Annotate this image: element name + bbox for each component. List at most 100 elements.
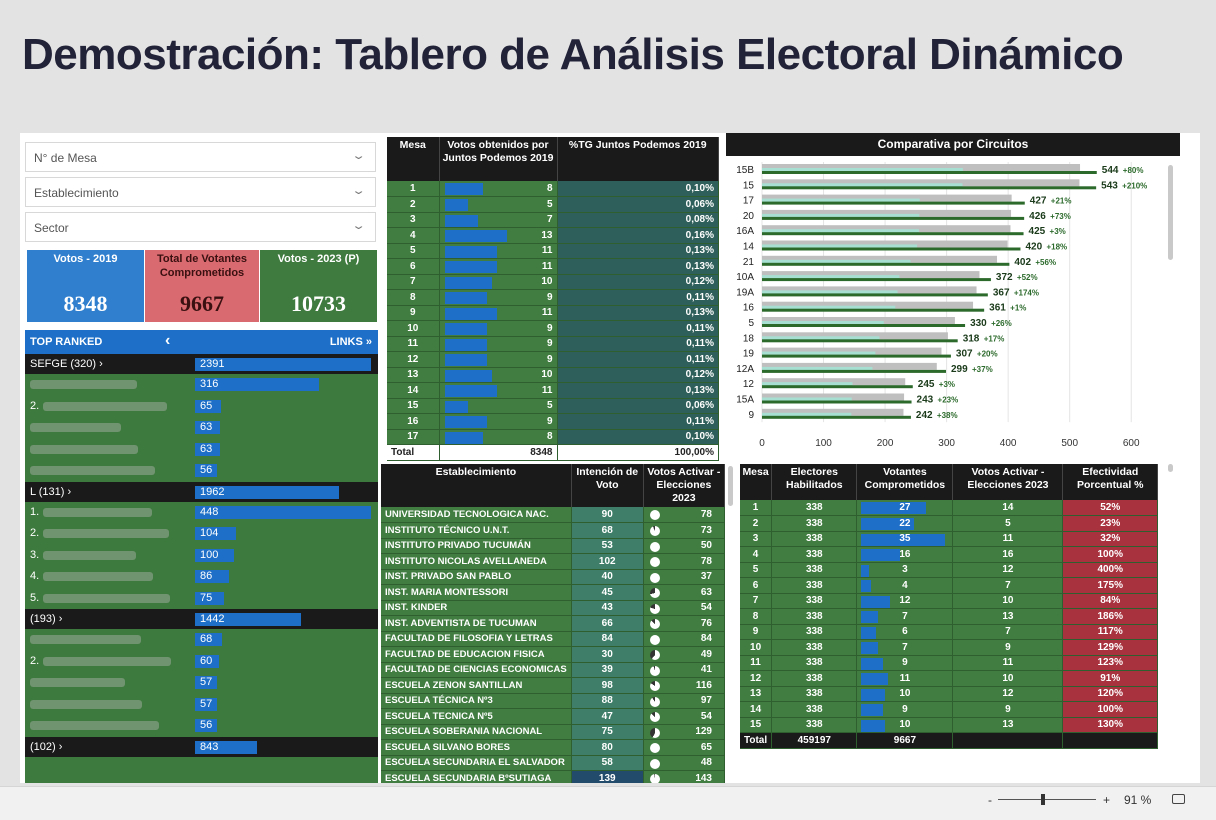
table-row[interactable]: 8 9 0,11% — [387, 289, 719, 306]
table-row[interactable]: 5 11 0,13% — [387, 243, 719, 259]
ranked-item-row[interactable]: 3. 100 — [25, 545, 378, 567]
value-bar[interactable] — [762, 354, 951, 358]
ranked-item-row[interactable]: 316 — [25, 374, 378, 396]
table-row[interactable]: INST. KINDER 43 54 — [381, 600, 726, 616]
table-row[interactable]: 6 338 4 7 175% — [740, 577, 1158, 594]
table-row[interactable]: 13 338 10 12 120% — [740, 686, 1158, 702]
value-bar[interactable] — [762, 171, 1097, 174]
table-row[interactable]: 14 338 9 9 100% — [740, 701, 1158, 718]
table-row[interactable]: 2 5 0,06% — [387, 196, 719, 213]
table-row[interactable]: INST. PRIVADO SAN PABLO 40 37 — [381, 569, 726, 585]
sector-slicer[interactable]: Sector ⌄ — [25, 212, 376, 242]
table-row[interactable]: ESCUELA TECNICA Nº5 47 54 — [381, 708, 726, 725]
table-row[interactable]: ESCUELA SOBERANIA NACIONAL 75 129 — [381, 724, 726, 740]
establecimiento-slicer[interactable]: Establecimiento ⌄ — [25, 177, 376, 207]
table-row[interactable]: 17 8 0,10% — [387, 429, 719, 445]
table-row[interactable]: INST. ADVENTISTA DE TUCUMAN 66 76 — [381, 615, 726, 632]
table-row[interactable]: 12 338 11 10 91% — [740, 670, 1158, 687]
table-row[interactable]: 8 338 7 13 186% — [740, 608, 1158, 625]
ranked-group-row[interactable]: SEFGE (320) › 2391 — [25, 354, 378, 374]
table-row[interactable]: 11 9 0,11% — [387, 336, 719, 352]
ranked-group-row[interactable]: (193) › 1442 — [25, 609, 378, 629]
ranked-item-row[interactable]: 63 — [25, 417, 378, 439]
table-row[interactable]: FACULTAD DE EDUCACION FISICA 30 49 — [381, 646, 726, 663]
table-row[interactable]: 4 13 0,16% — [387, 227, 719, 244]
value-bar[interactable] — [762, 385, 913, 389]
table-row[interactable]: 1 8 0,10% — [387, 181, 719, 197]
table-row[interactable]: 5 338 3 12 400% — [740, 562, 1158, 578]
table-row[interactable]: 2 338 22 5 23% — [740, 515, 1158, 532]
table-row[interactable]: 3 338 35 11 32% — [740, 531, 1158, 547]
column-header[interactable]: Establecimiento — [381, 464, 572, 507]
value-bar[interactable] — [762, 232, 1024, 236]
mesa-slicer[interactable]: N° de Mesa ⌄ — [25, 142, 376, 172]
value-bar[interactable] — [762, 186, 1097, 190]
table-row[interactable]: INSTITUTO NICOLAS AVELLANEDA 102 78 — [381, 553, 726, 570]
ranked-group-row[interactable]: L (131) › 1962 — [25, 481, 378, 502]
fit-to-page-icon[interactable] — [1172, 794, 1185, 804]
table-row[interactable]: 9 11 0,13% — [387, 305, 719, 321]
value-bar[interactable] — [762, 278, 991, 282]
value-bar[interactable] — [762, 339, 958, 343]
table-row[interactable]: 10 9 0,11% — [387, 320, 719, 337]
ranked-item-row[interactable]: 63 — [25, 439, 378, 461]
ranked-item-row[interactable]: 56 — [25, 460, 378, 482]
column-header[interactable]: Mesa — [387, 137, 440, 181]
zoom-slider[interactable] — [998, 799, 1096, 800]
ranked-group-row[interactable]: (102) › 843 — [25, 736, 378, 757]
column-header[interactable]: Electores Habilitados — [771, 464, 858, 500]
column-header[interactable]: %TG Juntos Podemos 2019 — [557, 137, 719, 181]
zoom-in-button[interactable]: + — [1103, 793, 1111, 807]
table-row[interactable]: 9 338 6 7 117% — [740, 624, 1158, 640]
column-header[interactable]: Mesa — [740, 464, 773, 500]
ranked-item-row[interactable]: 2. 65 — [25, 396, 378, 418]
efectividad-scrollbar[interactable] — [1168, 464, 1173, 472]
value-bar[interactable] — [762, 324, 966, 327]
table-row[interactable]: ESCUELA ZENON SANTILLAN 98 116 — [381, 677, 726, 694]
chevron-left-icon[interactable]: ‹ — [165, 332, 171, 349]
ranked-item-row[interactable]: 1. 448 — [25, 502, 378, 524]
ranked-item-row[interactable]: 56 — [25, 715, 378, 737]
table-row[interactable]: 16 9 0,11% — [387, 413, 719, 430]
table-row[interactable]: ESCUELA SECUNDARIA EL SALVADOR 58 48 — [381, 755, 726, 771]
ranked-item-row[interactable]: 5. 75 — [25, 588, 378, 610]
value-bar[interactable] — [762, 201, 1025, 205]
ranked-item-row[interactable]: 57 — [25, 694, 378, 716]
table-row[interactable]: UNIVERSIDAD TECNOLOGICA NAC. 90 78 — [381, 507, 726, 523]
zoom-slider-handle[interactable] — [1041, 794, 1045, 805]
table-row[interactable]: ESCUELA TÉCNICA Nº3 88 97 — [381, 693, 726, 709]
table-row[interactable]: INST. MARIA MONTESSORI 45 63 — [381, 584, 726, 601]
table-row[interactable]: 11 338 9 11 123% — [740, 655, 1158, 671]
table-row[interactable]: 15 5 0,06% — [387, 398, 719, 414]
establecimiento-scrollbar[interactable] — [728, 466, 733, 506]
chart-scrollbar[interactable] — [1168, 165, 1173, 260]
table-row[interactable]: 15 338 10 13 130% — [740, 717, 1158, 733]
column-header[interactable]: Votantes Comprometidos — [856, 464, 954, 500]
column-header[interactable]: Votos Activar - Elecciones 2023 — [643, 464, 726, 507]
links-toggle[interactable]: LINKS » — [330, 336, 372, 348]
column-header[interactable]: Intención de Voto — [571, 464, 644, 507]
ranked-item-row[interactable]: 4. 86 — [25, 566, 378, 588]
ranked-item-row[interactable]: 2. 104 — [25, 523, 378, 545]
table-row[interactable]: 13 10 0,12% — [387, 367, 719, 383]
value-bar[interactable] — [762, 369, 946, 373]
column-header[interactable]: Efectividad Porcentual % — [1062, 464, 1158, 500]
table-row[interactable]: ESCUELA SECUNDARIA BºSUTIAGA 139 143 — [381, 770, 726, 783]
table-row[interactable]: 1 338 27 14 52% — [740, 500, 1158, 516]
table-row[interactable]: 4 338 16 16 100% — [740, 546, 1158, 563]
table-row[interactable]: FACULTAD DE FILOSOFIA Y LETRAS 84 84 — [381, 631, 726, 647]
value-bar[interactable] — [762, 308, 985, 312]
zoom-out-button[interactable]: - — [988, 793, 992, 807]
table-row[interactable]: 6 11 0,13% — [387, 258, 719, 275]
value-bar[interactable] — [762, 262, 1010, 266]
table-row[interactable]: 7 338 12 10 84% — [740, 593, 1158, 609]
table-row[interactable]: ESCUELA SILVANO BORES 80 65 — [381, 739, 726, 756]
table-row[interactable]: 3 7 0,08% — [387, 212, 719, 228]
table-row[interactable]: 10 338 7 9 129% — [740, 639, 1158, 656]
table-row[interactable]: 7 10 0,12% — [387, 274, 719, 290]
table-row[interactable]: 12 9 0,11% — [387, 351, 719, 368]
value-bar[interactable] — [762, 247, 1021, 251]
value-bar[interactable] — [762, 216, 1025, 220]
value-bar[interactable] — [762, 293, 988, 297]
ranked-item-row[interactable]: 57 — [25, 672, 378, 694]
